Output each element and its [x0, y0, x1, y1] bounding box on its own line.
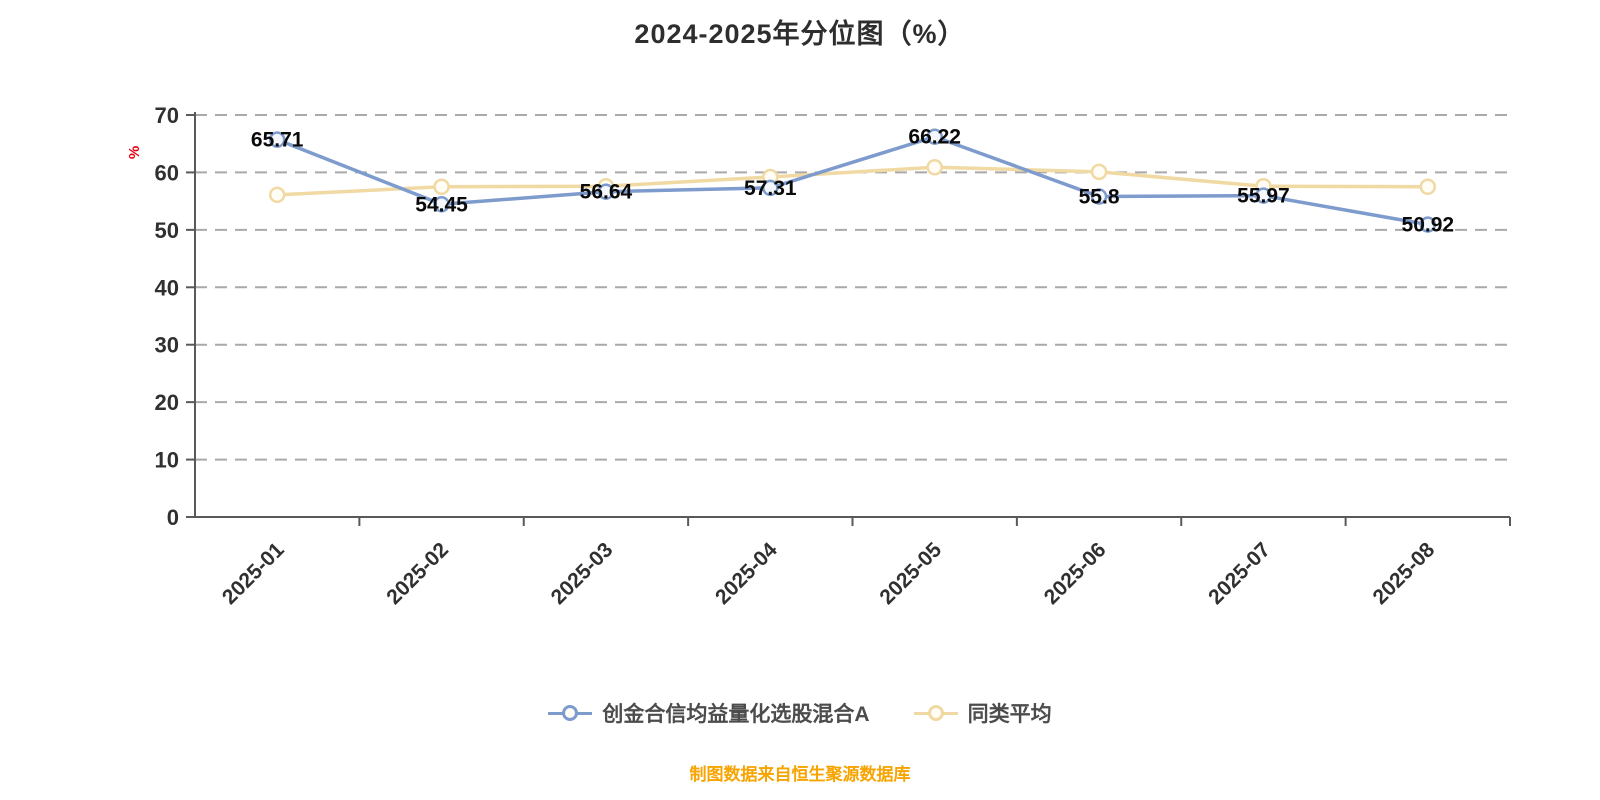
svg-text:57.31: 57.31: [744, 177, 797, 200]
svg-text:66.22: 66.22: [908, 126, 961, 149]
svg-text:2025-01: 2025-01: [218, 538, 289, 609]
svg-text:50.92: 50.92: [1402, 214, 1455, 237]
svg-text:70: 70: [155, 103, 179, 128]
legend-label-fund: 创金合信均益量化选股混合A: [602, 703, 870, 726]
svg-text:2025-04: 2025-04: [711, 538, 782, 609]
svg-text:2025-08: 2025-08: [1369, 538, 1440, 609]
fund-series-marker-icon: [548, 705, 593, 721]
svg-text:2025-05: 2025-05: [875, 538, 946, 609]
svg-text:2025-06: 2025-06: [1040, 538, 1111, 609]
data-source-note: 制图数据来自恒生聚源数据库: [689, 765, 911, 784]
chart-title: 2024-2025年分位图（%）: [634, 19, 966, 49]
legend-item-category-average[interactable]: 同类平均: [913, 698, 1052, 728]
svg-text:60: 60: [155, 160, 179, 185]
svg-text:55.8: 55.8: [1079, 186, 1120, 209]
svg-text:10: 10: [155, 448, 179, 473]
svg-text:65.71: 65.71: [251, 129, 304, 152]
svg-text:0: 0: [167, 505, 179, 530]
svg-text:40: 40: [155, 275, 179, 300]
svg-text:2025-03: 2025-03: [547, 538, 618, 609]
svg-text:2025-02: 2025-02: [382, 538, 453, 609]
svg-text:30: 30: [155, 333, 179, 358]
svg-text:50: 50: [155, 218, 179, 243]
legend-label-category-average: 同类平均: [967, 703, 1052, 726]
category-average-marker-icon: [913, 705, 958, 721]
svg-text:20: 20: [155, 390, 179, 415]
chart-legend: 创金合信均益量化选股混合A 同类平均: [0, 698, 1600, 728]
svg-text:54.45: 54.45: [415, 193, 468, 216]
svg-text:56.64: 56.64: [580, 181, 633, 204]
legend-item-fund[interactable]: 创金合信均益量化选股混合A: [548, 698, 870, 728]
percentile-line-chart: 0 10 20 30 40 50 60 70 2025-01 2025-02 2025-03 2025…: [155, 103, 1511, 609]
svg-text:2025-07: 2025-07: [1204, 538, 1275, 609]
svg-text:55.97: 55.97: [1237, 185, 1290, 208]
